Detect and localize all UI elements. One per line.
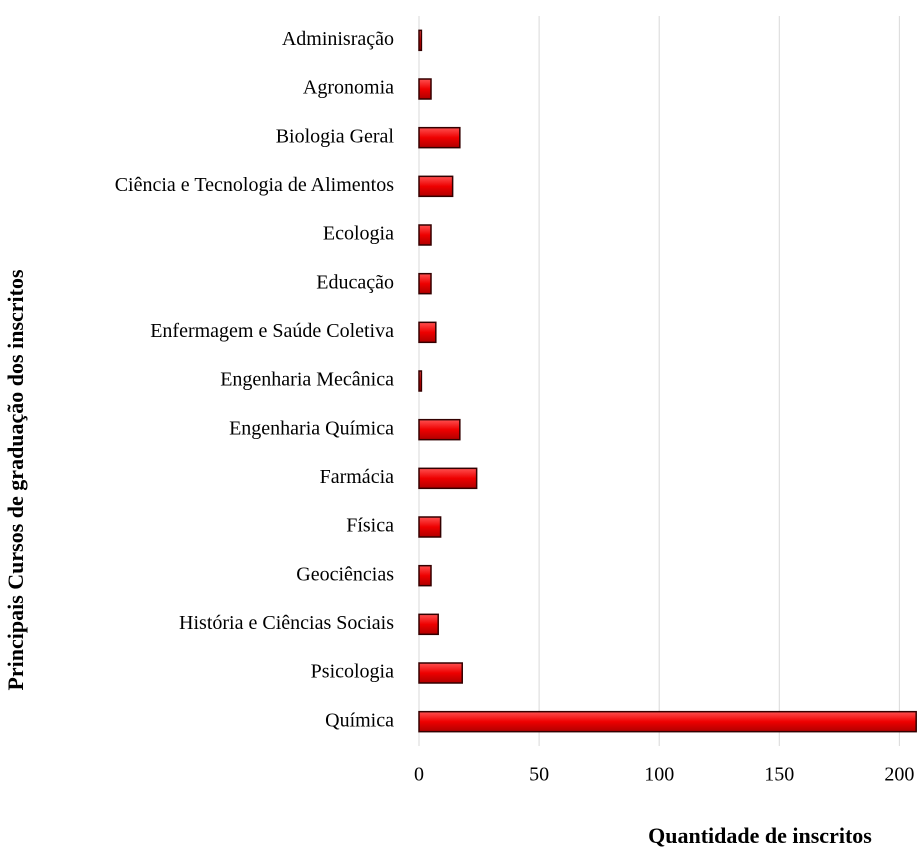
x-tick-label: 50 (529, 764, 549, 786)
y-tick-label: Ecologia (323, 223, 394, 245)
y-tick-label: Enfermagem e Saúde Coletiva (150, 320, 394, 342)
y-tick-label: Psicologia (311, 661, 394, 683)
bar (418, 467, 478, 490)
y-tick-label: História e Ciências Sociais (179, 612, 394, 634)
bar (418, 78, 432, 100)
bar (418, 564, 432, 587)
bar (418, 29, 423, 52)
y-tick-label: Agronomia (303, 77, 394, 99)
y-tick-label: Farmácia (320, 466, 395, 488)
y-tick-label: Engenharia Mecânica (220, 369, 394, 391)
y-tick-label: Biologia Geral (276, 125, 395, 147)
bar (418, 224, 432, 246)
x-tick-label: 200 (884, 764, 914, 786)
y-axis-title: Principais Cursos de graduação dos inscr… (3, 269, 28, 691)
bar (418, 175, 454, 198)
bar (418, 370, 423, 392)
bar (418, 516, 442, 538)
x-axis-title: Quantidade de inscritos (648, 823, 872, 848)
bar (418, 321, 437, 344)
y-tick-label: Adminisração (282, 28, 394, 50)
y-tick-label: Educação (316, 271, 394, 293)
y-tick-label: Ciência e Tecnologia de Alimentos (115, 174, 394, 196)
x-tick-label: 150 (764, 764, 794, 786)
y-tick-label: Física (346, 515, 394, 537)
bar (418, 272, 432, 295)
bar (418, 126, 461, 149)
bar (418, 418, 461, 441)
x-tick-label: 100 (644, 764, 674, 786)
x-tick-label: 0 (414, 764, 424, 786)
y-tick-label: Geociências (296, 563, 394, 585)
y-tick-label: Engenharia Química (229, 417, 394, 439)
bar (418, 613, 439, 636)
bar (418, 710, 917, 733)
y-tick-label: Química (325, 709, 394, 731)
bar (418, 662, 463, 684)
